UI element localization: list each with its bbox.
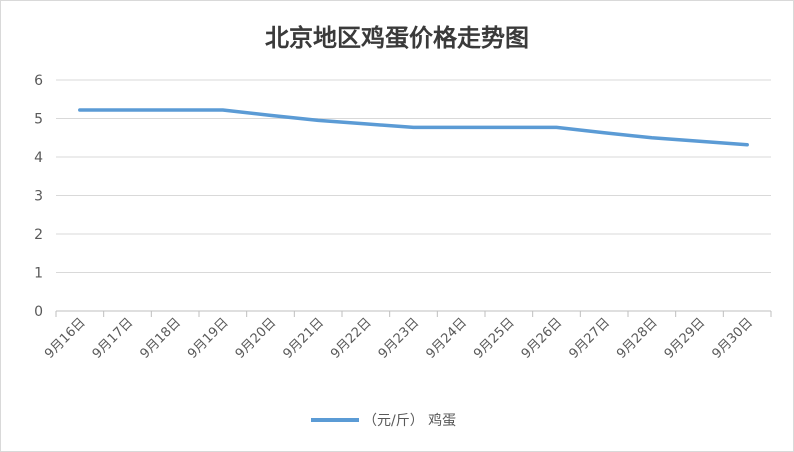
- x-tick-label: 9月18日: [137, 315, 184, 362]
- legend-label: （元/斤） 鸡蛋: [363, 412, 456, 429]
- x-tick-label: 9月21日: [280, 315, 327, 362]
- x-tick-label: 9月23日: [376, 315, 423, 362]
- y-tick-label: 5: [34, 112, 43, 128]
- x-tick-label: 9月25日: [471, 315, 518, 362]
- x-tick-label: 9月20日: [233, 315, 280, 362]
- y-tick-label: 6: [34, 73, 43, 89]
- y-axis-ticks: 0 1 2 3 4 5 6: [34, 73, 43, 320]
- x-tick-label: 9月24日: [423, 315, 470, 362]
- x-axis: [55, 310, 772, 317]
- x-tick-label: 9月29日: [662, 315, 709, 362]
- y-tick-label: 3: [34, 189, 43, 205]
- x-tick-label: 9月27日: [566, 315, 613, 362]
- x-axis-ticks: 9月16日 9月17日 9月18日 9月19日 9月20日 9月21日 9月22日 9月23日…: [42, 315, 756, 362]
- y-tick-label: 0: [34, 304, 43, 320]
- y-tick-label: 2: [34, 227, 43, 243]
- x-tick-label: 9月26日: [519, 315, 566, 362]
- y-tick-label: 4: [34, 150, 43, 166]
- x-tick-label: 9月28日: [614, 315, 661, 362]
- y-tick-label: 1: [34, 266, 43, 282]
- legend: （元/斤） 鸡蛋: [311, 412, 456, 429]
- x-tick-label: 9月30日: [709, 315, 756, 362]
- x-tick-label: 9月19日: [185, 315, 232, 362]
- x-tick-label: 9月17日: [90, 315, 137, 362]
- x-tick-label: 9月16日: [42, 315, 89, 362]
- series-lines: [78, 108, 749, 147]
- series-line: [78, 108, 749, 147]
- x-tick-label: 9月22日: [328, 315, 375, 362]
- gridlines: [56, 79, 771, 273]
- chart-title: 北京地区鸡蛋价格走势图: [265, 24, 529, 52]
